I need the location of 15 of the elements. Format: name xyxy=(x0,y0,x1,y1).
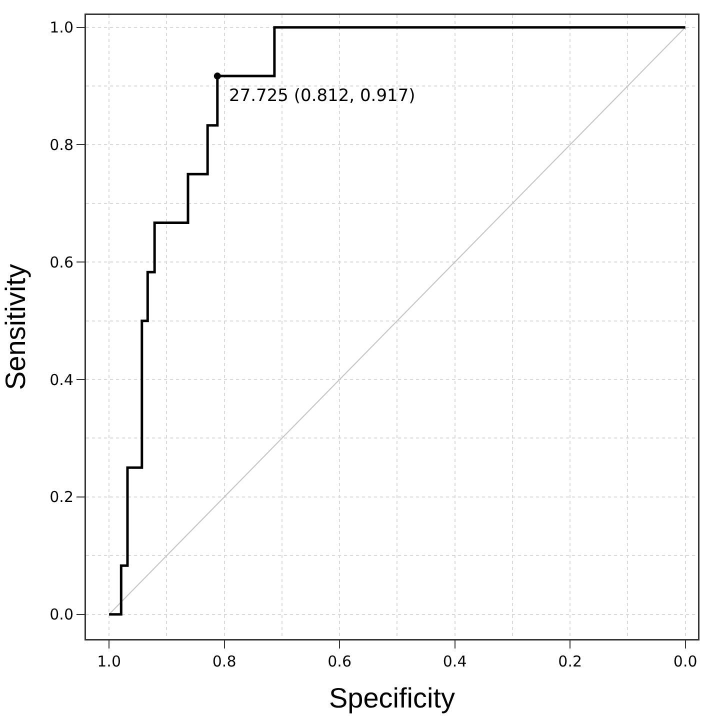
y-tick-label: 1.0 xyxy=(50,18,74,37)
annotation: 27.725 (0.812, 0.917) xyxy=(229,86,416,106)
y-tick-label: 0.2 xyxy=(50,488,74,506)
x-tick-label: 0.8 xyxy=(212,652,236,670)
y-tick-label: 0.4 xyxy=(50,370,74,389)
y-tick-label: 0.0 xyxy=(50,606,74,624)
x-tick-label: 0.2 xyxy=(558,652,582,670)
y-axis-title: Sensitivity xyxy=(0,264,31,390)
x-tick-label: 0.0 xyxy=(673,652,698,670)
x-axis-title: Specificity xyxy=(328,682,456,714)
x-tick-label: 0.6 xyxy=(328,652,352,670)
y-tick-label: 0.8 xyxy=(50,136,74,154)
y-tick-label: 0.6 xyxy=(50,253,74,272)
x-tick-label: 1.0 xyxy=(97,652,121,670)
x-tick-label: 0.4 xyxy=(442,652,467,670)
